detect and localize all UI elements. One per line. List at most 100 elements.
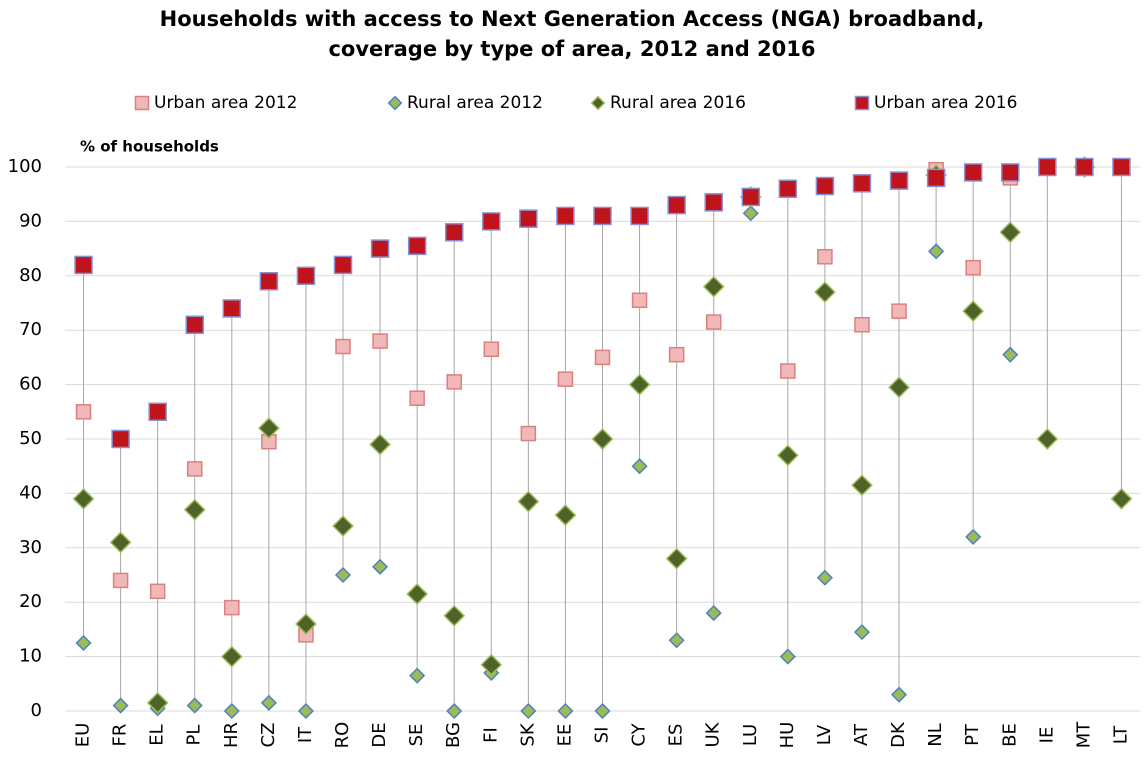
marker [631,458,648,475]
marker [816,569,833,586]
marker [407,236,427,256]
legend-label: Urban area 2012 [154,93,297,113]
marker [962,300,985,323]
x-tick-label: HR [221,722,242,748]
x-tick-label: SK [517,722,538,746]
marker [1038,157,1057,177]
legend-label: Rural area 2016 [610,93,746,113]
marker [444,223,464,242]
marker [520,425,537,442]
y-tick-label: 90 [19,210,42,231]
marker [222,299,242,318]
marker [146,691,169,714]
marker [705,314,722,330]
x-tick-label: EE [554,724,575,747]
y-tick-label: 70 [19,319,42,340]
x-tick-label: FI [480,727,501,743]
x-tick-label: IT [295,726,316,743]
marker [446,374,462,390]
legend-label: Rural area 2012 [407,93,543,113]
x-tick-label: ES [666,724,687,747]
marker [704,193,723,212]
marker [111,429,130,449]
marker [963,163,983,182]
marker [594,349,611,366]
marker [814,281,836,303]
marker [889,171,909,190]
marker [260,694,277,711]
chart-title: Households with access to Next Generatio… [160,7,985,31]
marker [333,255,353,275]
marker [406,583,429,605]
marker [258,417,280,439]
marker [295,613,317,635]
x-tick-label: NL [925,723,946,747]
x-tick-label: EU [73,723,94,748]
marker [630,206,649,226]
marker [852,174,872,193]
marker [926,168,946,188]
marker [780,363,796,379]
marker [1001,163,1020,182]
x-tick-label: FR [110,724,131,747]
y-tick-label: 0 [31,700,42,721]
x-tick-label: CZ [258,723,279,748]
x-tick-label: CY [629,722,650,746]
marker [557,702,574,720]
marker [556,206,575,226]
marker [259,271,279,291]
marker [815,176,835,196]
marker [1075,157,1094,177]
marker [594,702,611,720]
marker [186,697,203,714]
marker [742,205,759,222]
marker [965,528,982,545]
x-tick-label: DE [369,722,390,747]
marker [1110,487,1133,510]
y-axis-label: % of households [80,138,219,156]
y-tick-label: 80 [19,265,42,286]
x-tick-label: RO [332,722,353,749]
x-tick-label: LT [1110,725,1131,745]
marker [593,206,612,226]
marker [109,531,132,554]
marker [483,341,500,357]
legend-marker [854,95,870,111]
x-tick-label: IE [1036,727,1057,744]
marker [557,371,574,387]
marker [631,292,648,309]
marker [224,599,240,616]
marker [1112,157,1131,177]
x-tick-label: BE [999,723,1020,747]
marker [149,583,166,600]
marker [372,558,389,575]
marker [702,275,725,298]
x-tick-label: HU [777,722,798,749]
x-tick-label: SE [406,724,427,747]
legend-marker [387,95,403,111]
marker [75,404,92,420]
marker [741,187,761,207]
marker [779,648,796,665]
marker [851,474,873,497]
marker [369,433,391,456]
marker [186,461,203,477]
marker [668,632,685,649]
marker [517,490,540,513]
y-tick-label: 100 [8,156,42,177]
marker [817,249,833,265]
marker [519,209,538,228]
legend-marker [590,95,606,111]
y-tick-label: 20 [19,591,42,612]
marker [628,373,651,396]
marker [891,303,907,319]
marker [74,255,93,275]
marker [999,221,1022,244]
marker [480,653,503,676]
marker [185,315,204,335]
x-tick-label: LU [740,724,761,746]
marker [183,498,206,521]
x-tick-label: DK [888,721,909,748]
x-tick-label: PL [184,725,205,746]
